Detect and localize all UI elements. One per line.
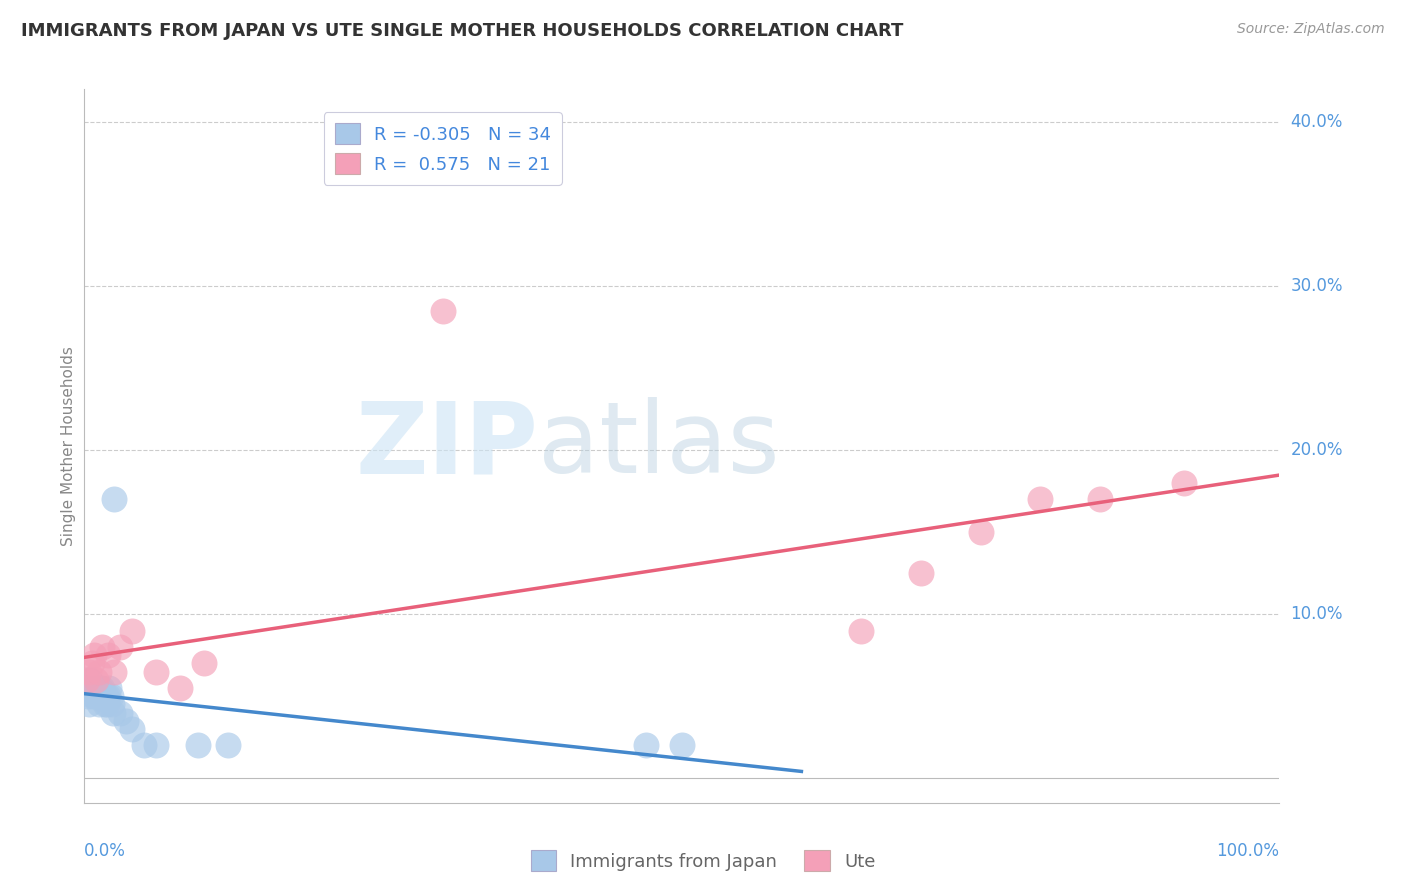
Point <box>82 689 104 703</box>
Text: IMMIGRANTS FROM JAPAN VS UTE SINGLE MOTHER HOUSEHOLDS CORRELATION CHART: IMMIGRANTS FROM JAPAN VS UTE SINGLE MOTH… <box>21 22 904 40</box>
Point <box>671 739 693 753</box>
Point <box>84 673 107 687</box>
Point <box>94 689 117 703</box>
Point <box>1029 492 1052 507</box>
Point <box>145 739 167 753</box>
Point <box>91 681 114 695</box>
Point <box>80 657 103 671</box>
Text: 10.0%: 10.0% <box>1291 605 1343 624</box>
Point <box>91 640 114 654</box>
Text: 20.0%: 20.0% <box>1291 442 1343 459</box>
Point <box>110 706 132 720</box>
Text: ZIP: ZIP <box>356 398 538 494</box>
Point <box>970 525 993 540</box>
Point <box>87 698 110 712</box>
Legend: R = -0.305   N = 34, R =  0.575   N = 21: R = -0.305 N = 34, R = 0.575 N = 21 <box>323 112 562 185</box>
Point <box>101 706 124 720</box>
Point <box>187 739 209 753</box>
Point <box>77 698 100 712</box>
Point <box>115 714 138 728</box>
Point <box>79 673 101 687</box>
Text: 30.0%: 30.0% <box>1291 277 1343 295</box>
Point <box>910 566 932 581</box>
Text: 0.0%: 0.0% <box>84 842 127 860</box>
Point <box>93 698 115 712</box>
Point <box>93 689 115 703</box>
Point <box>432 303 454 318</box>
Point <box>217 739 239 753</box>
Point <box>634 739 657 753</box>
Point <box>103 665 125 679</box>
Point <box>84 681 107 695</box>
Point <box>1173 475 1195 490</box>
Point <box>98 681 121 695</box>
Point <box>87 665 110 679</box>
Point <box>76 673 98 687</box>
Point <box>100 689 122 703</box>
Point <box>77 665 100 679</box>
Point <box>121 722 143 736</box>
Legend: Immigrants from Japan, Ute: Immigrants from Japan, Ute <box>523 843 883 879</box>
Point <box>80 681 103 695</box>
Point <box>76 673 98 687</box>
Point <box>97 648 120 662</box>
Point <box>97 689 120 703</box>
Text: atlas: atlas <box>538 398 780 494</box>
Point <box>169 681 191 695</box>
Point <box>145 665 167 679</box>
Point <box>83 681 105 695</box>
Point <box>86 689 108 703</box>
Y-axis label: Single Mother Households: Single Mother Households <box>60 346 76 546</box>
Text: 40.0%: 40.0% <box>1291 113 1343 131</box>
Text: 100.0%: 100.0% <box>1216 842 1279 860</box>
Point <box>132 739 156 753</box>
Point <box>121 624 143 638</box>
Point <box>77 689 100 703</box>
Point <box>89 681 111 695</box>
Point <box>110 640 132 654</box>
Point <box>849 624 872 638</box>
Point <box>101 698 124 712</box>
Point <box>103 492 125 507</box>
Point <box>1088 492 1111 507</box>
Point <box>84 689 107 703</box>
Point <box>193 657 215 671</box>
Point <box>90 689 112 703</box>
Point <box>83 648 105 662</box>
Point <box>96 698 118 712</box>
Point <box>75 681 97 695</box>
Text: Source: ZipAtlas.com: Source: ZipAtlas.com <box>1237 22 1385 37</box>
